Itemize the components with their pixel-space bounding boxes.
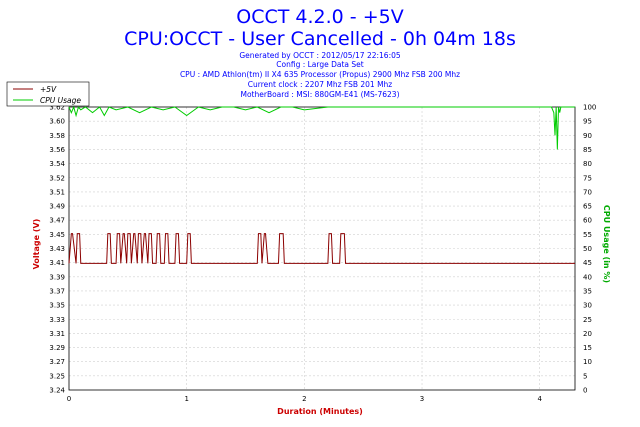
y-tick-label: 3.62 [49, 104, 65, 112]
y-tick-label-right: 75 [583, 174, 592, 182]
legend: +5V CPU Usage [6, 81, 90, 107]
chart-title: OCCT 4.2.0 - +5V [236, 6, 403, 28]
y-tick-label: 3.35 [49, 302, 65, 310]
series-layer [68, 105, 575, 264]
y-tick-label-right: 70 [583, 188, 592, 196]
x-tick-label: 3 [420, 395, 424, 403]
y-tick-label: 3.24 [49, 387, 65, 395]
series-line-cpu-usage [68, 105, 575, 150]
y-tick-label: 3.45 [49, 231, 65, 239]
y-tick-label-right: 5 [583, 372, 587, 380]
y-tick-label-right: 45 [583, 259, 592, 267]
y-tick-label: 3.49 [49, 203, 65, 211]
info-motherboard: MotherBoard : MSI: 880GM-E41 (MS-7623) [241, 90, 400, 99]
x-tick-label: 0 [67, 395, 71, 403]
legend-box [6, 81, 90, 107]
y-tick-label: 3.47 [49, 217, 65, 225]
y-tick-label-right: 10 [583, 358, 592, 366]
x-tick-label: 2 [302, 395, 306, 403]
y-tick-label-right: 50 [583, 245, 592, 253]
y-tick-label: 3.29 [49, 344, 65, 352]
y-axis-label-right: CPU Usage (in %) [602, 205, 611, 283]
y-tick-label: 3.52 [49, 174, 65, 182]
y-tick-label-right: 90 [583, 132, 592, 140]
y-tick-label-right: 15 [583, 344, 592, 352]
legend-label-cpu: CPU Usage [40, 96, 81, 105]
plot-area [68, 106, 576, 391]
y-tick-label: 3.39 [49, 273, 65, 281]
y-tick-label: 3.60 [49, 118, 65, 126]
x-axis-label: Duration (Minutes) [277, 407, 363, 416]
info-generated: Generated by OCCT : 2012/05/17 22:16:05 [239, 51, 401, 60]
y-tick-label-right: 80 [583, 160, 592, 168]
y-axis-label: Voltage (V) [32, 219, 41, 270]
y-tick-label: 3.56 [49, 146, 65, 154]
y-tick-label-right: 55 [583, 231, 592, 239]
y-tick-label: 3.41 [49, 259, 65, 267]
y-tick-label-right: 0 [583, 387, 587, 395]
y-tick-label: 3.54 [49, 160, 65, 168]
y-tick-label-right: 35 [583, 287, 592, 295]
y-tick-label-right: 60 [583, 217, 592, 225]
y-tick-label: 3.27 [49, 358, 65, 366]
y-tick-label-right: 40 [583, 273, 592, 281]
info-cpu: CPU : AMD Athlon(tm) II X4 635 Processor… [180, 70, 460, 79]
y-tick-label-right: 65 [583, 203, 592, 211]
y-tick-label: 3.33 [49, 316, 65, 324]
y-tick-label: 3.31 [49, 330, 65, 338]
grid [69, 107, 575, 390]
info-clock: Current clock : 2207 Mhz FSB 201 Mhz [248, 80, 393, 89]
y-tick-label-right: 100 [583, 104, 596, 112]
y-tick-label: 3.25 [49, 372, 65, 380]
tick-labels: 03.2453.25103.27153.29203.31253.33303.35… [49, 104, 596, 404]
y-tick-label: 3.51 [49, 188, 65, 196]
y-tick-label: 3.37 [49, 287, 65, 295]
y-tick-label: 3.58 [49, 132, 65, 140]
series-line-voltage [68, 233, 575, 264]
chart-subtitle: CPU:OCCT - User Cancelled - 0h 04m 18s [124, 28, 516, 50]
y-tick-label-right: 25 [583, 316, 592, 324]
y-tick-label-right: 20 [583, 330, 592, 338]
y-tick-label-right: 30 [583, 302, 592, 310]
x-tick-label: 1 [184, 395, 188, 403]
y-tick-label-right: 85 [583, 146, 592, 154]
y-tick-label: 3.43 [49, 245, 65, 253]
info-config: Config : Large Data Set [276, 60, 364, 69]
legend-label-voltage: +5V [40, 85, 57, 94]
x-tick-label: 4 [537, 395, 542, 403]
y-tick-label-right: 95 [583, 118, 592, 126]
